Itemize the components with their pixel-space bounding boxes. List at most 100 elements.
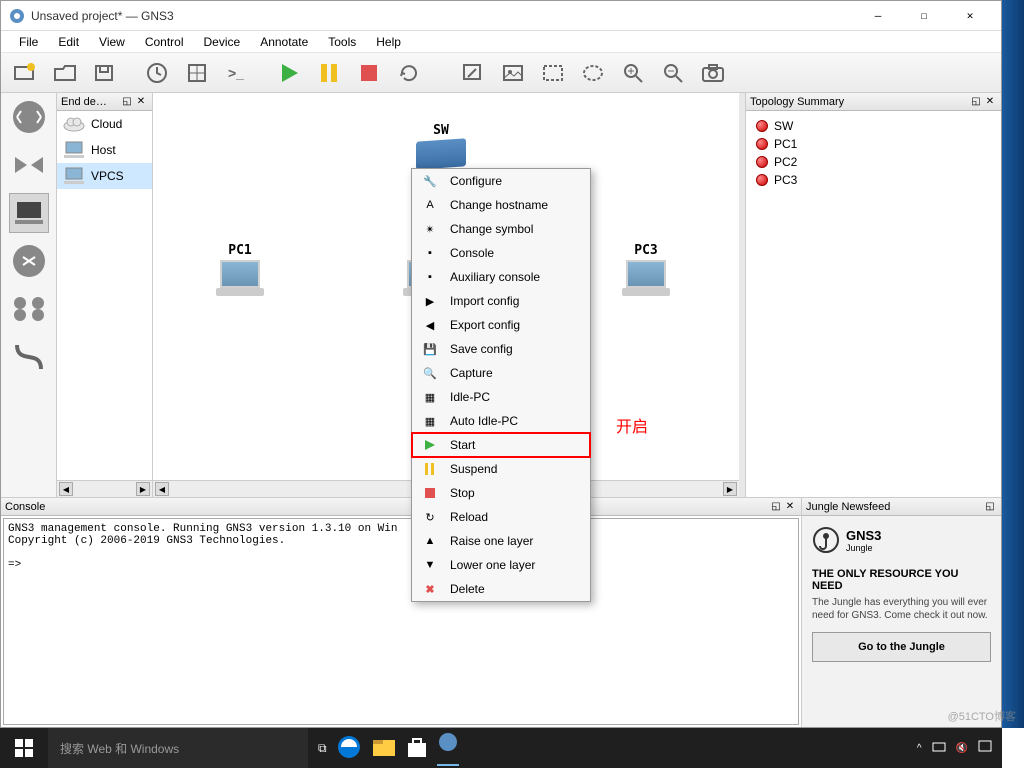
all-category-icon[interactable] — [9, 289, 49, 329]
tray-volume-icon[interactable]: 🔇 — [956, 743, 968, 754]
ctx-save-config[interactable]: 💾Save config — [412, 337, 590, 361]
topology-item[interactable]: SW — [752, 117, 995, 135]
switch-category-icon[interactable] — [9, 145, 49, 185]
menu-tools[interactable]: Tools — [318, 33, 366, 51]
node-sw[interactable]: SW — [416, 123, 466, 170]
menu-device[interactable]: Device — [194, 33, 251, 51]
ctx-stop[interactable]: Stop — [412, 481, 590, 505]
reload-icon[interactable] — [391, 57, 427, 89]
svg-text:>_: >_ — [228, 65, 244, 81]
start-button[interactable] — [0, 728, 48, 768]
close-button[interactable]: ✕ — [947, 9, 993, 22]
tray-notifications-icon[interactable] — [978, 740, 992, 757]
stop-icon[interactable] — [351, 57, 387, 89]
new-icon[interactable] — [7, 57, 43, 89]
screenshot-icon[interactable] — [695, 57, 731, 89]
taskbar-search[interactable]: 搜索 Web 和 Windows — [48, 728, 308, 768]
scroll-right-icon[interactable]: ▶ — [136, 482, 150, 496]
topo-undock-icon[interactable]: ◱ — [969, 96, 983, 107]
rect-select-icon[interactable] — [535, 57, 571, 89]
titlebar: Unsaved project* — GNS3 — ☐ ✕ — [1, 1, 1001, 31]
ctx-capture[interactable]: 🔍Capture — [412, 361, 590, 385]
play-icon[interactable] — [271, 57, 307, 89]
canvas-scroll-right-icon[interactable]: ▶ — [723, 482, 737, 496]
annotation-text: 开启 — [616, 413, 648, 437]
ctx-change-symbol[interactable]: ✴Change symbol — [412, 217, 590, 241]
explorer-icon[interactable] — [371, 736, 397, 761]
newsfeed-heading: THE ONLY RESOURCE YOU NEED — [812, 568, 991, 592]
topology-title: Topology Summary — [750, 96, 969, 108]
image-icon[interactable] — [495, 57, 531, 89]
topology-item[interactable]: PC1 — [752, 135, 995, 153]
clock-icon[interactable] — [139, 57, 175, 89]
zoom-in-icon[interactable] — [615, 57, 651, 89]
device-cloud[interactable]: Cloud — [57, 111, 152, 137]
link-category-icon[interactable] — [9, 337, 49, 377]
open-icon[interactable] — [47, 57, 83, 89]
context-menu: 🔧ConfigureAChange hostname✴Change symbol… — [411, 168, 591, 602]
node-pc1[interactable]: PC1 — [215, 243, 265, 300]
ctx-import-config[interactable]: ▶Import config — [412, 289, 590, 313]
store-icon[interactable] — [405, 735, 429, 762]
security-category-icon[interactable] — [9, 241, 49, 281]
ctx-start[interactable]: Start — [412, 433, 590, 457]
newsfeed-undock-icon[interactable]: ◱ — [983, 501, 997, 512]
ctx-reload[interactable]: ↻Reload — [412, 505, 590, 529]
task-view-icon[interactable]: ⧉ — [318, 741, 327, 756]
device-vpcs[interactable]: VPCS — [57, 163, 152, 189]
menu-view[interactable]: View — [89, 33, 135, 51]
devices-panel-title: End de… — [61, 96, 120, 108]
calc-icon[interactable] — [179, 57, 215, 89]
canvas-scroll-left-icon[interactable]: ◀ — [155, 482, 169, 496]
menu-control[interactable]: Control — [135, 33, 194, 51]
pause-icon[interactable] — [311, 57, 347, 89]
menu-help[interactable]: Help — [366, 33, 411, 51]
scroll-left-icon[interactable]: ◀ — [59, 482, 73, 496]
zoom-out-icon[interactable] — [655, 57, 691, 89]
device-host[interactable]: Host — [57, 137, 152, 163]
panel-close-icon[interactable]: ✕ — [134, 96, 148, 107]
annotate-icon[interactable] — [455, 57, 491, 89]
enddevice-category-icon[interactable] — [9, 193, 49, 233]
window-title: Unsaved project* — GNS3 — [31, 9, 855, 23]
console-close-icon[interactable]: ✕ — [783, 501, 797, 512]
ctx-idle-pc[interactable]: ▦Idle-PC — [412, 385, 590, 409]
topology-item[interactable]: PC2 — [752, 153, 995, 171]
console-output[interactable]: GNS3 management console. Running GNS3 ve… — [3, 518, 799, 725]
topology-item[interactable]: PC3 — [752, 171, 995, 189]
ctx-change-hostname[interactable]: AChange hostname — [412, 193, 590, 217]
panel-undock-icon[interactable]: ◱ — [120, 96, 134, 107]
ctx-export-config[interactable]: ◀Export config — [412, 313, 590, 337]
edge-icon[interactable] — [335, 733, 363, 764]
console-undock-icon[interactable]: ◱ — [769, 501, 783, 512]
newsfeed-logo-sub: Jungle — [846, 543, 881, 553]
ctx-configure[interactable]: 🔧Configure — [412, 169, 590, 193]
tray-network-icon[interactable] — [932, 740, 946, 757]
search-placeholder: 搜索 Web 和 Windows — [60, 740, 179, 757]
ctx-suspend[interactable]: Suspend — [412, 457, 590, 481]
menu-annotate[interactable]: Annotate — [250, 33, 318, 51]
ctx-console[interactable]: ▪Console — [412, 241, 590, 265]
topology-panel: Topology Summary ◱ ✕ SWPC1PC2PC3 — [745, 93, 1001, 497]
ctx-auxiliary-console[interactable]: ▪Auxiliary console — [412, 265, 590, 289]
node-pc3[interactable]: PC3 — [621, 243, 671, 300]
console-icon[interactable]: >_ — [219, 57, 255, 89]
menu-file[interactable]: File — [9, 33, 48, 51]
ctx-raise-one-layer[interactable]: ▲Raise one layer — [412, 529, 590, 553]
console-title: Console — [5, 501, 769, 513]
ctx-auto-idle-pc[interactable]: ▦Auto Idle-PC — [412, 409, 590, 433]
ctx-delete[interactable]: ✖Delete — [412, 577, 590, 601]
newsfeed-title: Jungle Newsfeed — [806, 501, 983, 513]
save-icon[interactable] — [87, 57, 123, 89]
minimize-button[interactable]: — — [855, 9, 901, 22]
router-category-icon[interactable] — [9, 97, 49, 137]
newsfeed-button[interactable]: Go to the Jungle — [812, 632, 991, 662]
topo-close-icon[interactable]: ✕ — [983, 96, 997, 107]
tray-up-icon[interactable]: ^ — [917, 743, 922, 754]
menu-edit[interactable]: Edit — [48, 33, 89, 51]
maximize-button[interactable]: ☐ — [901, 9, 947, 22]
menubar: File Edit View Control Device Annotate T… — [1, 31, 1001, 53]
app-running-icon[interactable] — [437, 731, 459, 766]
ctx-lower-one-layer[interactable]: ▼Lower one layer — [412, 553, 590, 577]
ellipse-select-icon[interactable] — [575, 57, 611, 89]
